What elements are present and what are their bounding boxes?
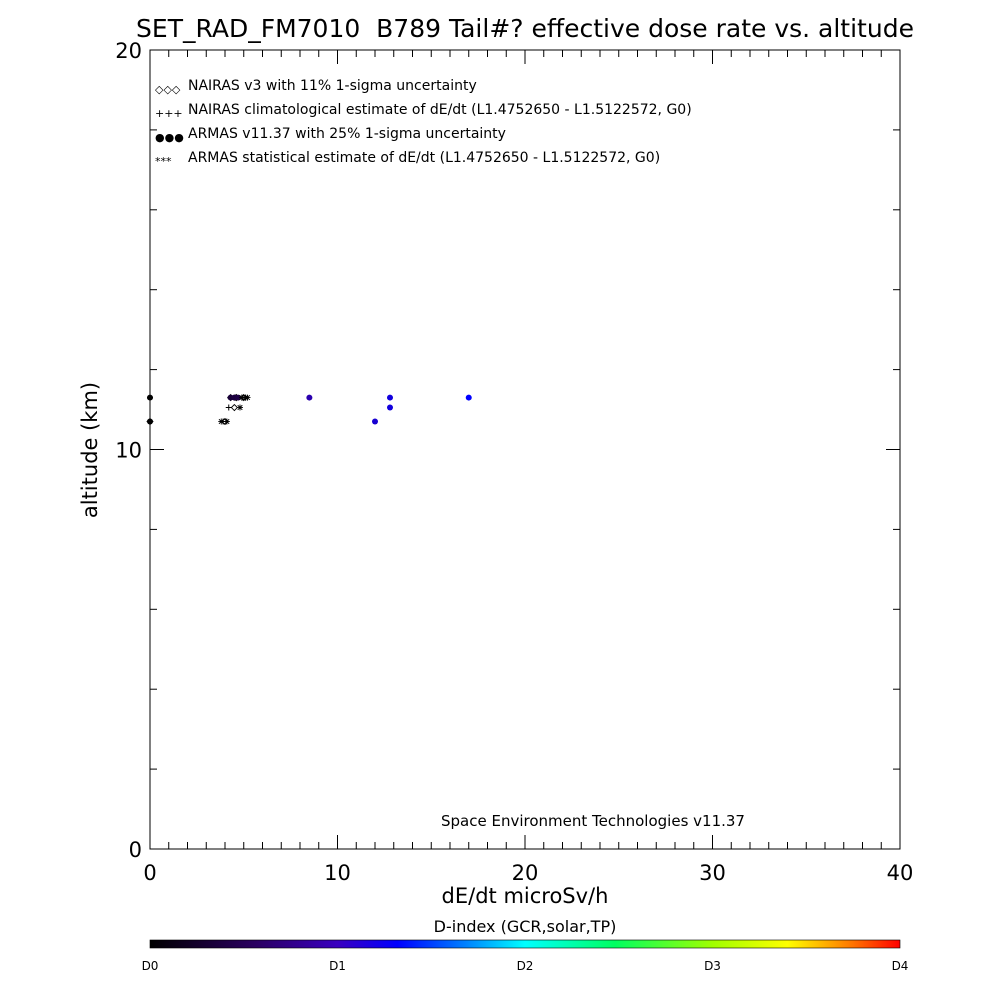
data-point-asterisk bbox=[237, 404, 243, 411]
y-tick-label: 20 bbox=[115, 39, 142, 63]
series-dot bbox=[147, 394, 472, 425]
y-tick-label: 10 bbox=[115, 439, 142, 463]
colorbar-label: D4 bbox=[892, 959, 909, 973]
legend-label: NAIRAS climatological estimate of dE/dt … bbox=[188, 102, 692, 118]
colorbar-label: D0 bbox=[142, 959, 159, 973]
legend-entry: ◇◇◇ NAIRAS v3 with 11% 1-sigma uncertaint… bbox=[155, 78, 477, 96]
data-point-diamond bbox=[230, 403, 239, 412]
legend-marker: +++ bbox=[155, 107, 183, 120]
colorbar-label: D2 bbox=[517, 959, 534, 973]
x-tick-label: 0 bbox=[143, 861, 156, 885]
x-tick-label: 30 bbox=[699, 861, 726, 885]
legend-marker: ●●● bbox=[155, 131, 184, 144]
colorbar-label: D3 bbox=[704, 959, 721, 973]
legend-entry: *** ARMAS statistical estimate of dE/dt (… bbox=[155, 150, 660, 168]
x-tick-label: 40 bbox=[887, 861, 914, 885]
legend-entry: ●●● ARMAS v11.37 with 25% 1-sigma uncerta… bbox=[155, 126, 506, 144]
data-point-asterisk bbox=[238, 394, 245, 401]
plot-frame bbox=[149, 49, 901, 850]
legend-label: ARMAS statistical estimate of dE/dt (L1.… bbox=[188, 150, 660, 166]
credit-annotation: Space Environment Technologies v11.37 bbox=[441, 812, 745, 830]
colorbar-label: D1 bbox=[329, 959, 346, 973]
colorbar bbox=[149, 939, 901, 949]
data-point-asterisk bbox=[244, 394, 251, 401]
data-point-dot bbox=[465, 394, 472, 401]
data-point-asterisk bbox=[218, 418, 225, 425]
legend-label: NAIRAS v3 with 11% 1-sigma uncertainty bbox=[188, 78, 477, 94]
data-point-plus bbox=[225, 404, 232, 411]
data-point-dot bbox=[235, 394, 242, 401]
x-axis-label: dE/dt microSv/h bbox=[442, 884, 609, 908]
data-marks bbox=[146, 393, 472, 426]
data-point-dot bbox=[306, 394, 313, 401]
x-tick-label: 10 bbox=[324, 861, 351, 885]
y-tick-label: 0 bbox=[129, 838, 142, 862]
legend-label: ARMAS v11.37 with 25% 1-sigma uncertaint… bbox=[188, 126, 506, 142]
legend: ◇◇◇ NAIRAS v3 with 11% 1-sigma uncertaint… bbox=[155, 78, 692, 168]
axis-tick-labels: 0 10 20 30 40 0 10 20 bbox=[115, 39, 913, 885]
colorbar-labels: D0 D1 D2 D3 D4 bbox=[142, 959, 909, 973]
data-point-dot bbox=[387, 394, 393, 401]
data-point-asterisk bbox=[223, 418, 230, 425]
data-point-dot bbox=[147, 394, 153, 401]
chart-title: SET_RAD_FM7010 B789 Tail#? effective dos… bbox=[136, 14, 914, 43]
data-point-dot bbox=[387, 404, 393, 411]
legend-entry: +++ NAIRAS climatological estimate of dE/… bbox=[155, 102, 692, 120]
series-asterisk bbox=[218, 394, 251, 425]
legend-marker: ◇◇◇ bbox=[155, 83, 181, 96]
legend-marker: *** bbox=[155, 155, 172, 168]
data-point-dot bbox=[147, 418, 153, 425]
axis-ticks bbox=[149, 49, 901, 850]
data-point-dot bbox=[372, 418, 378, 425]
x-tick-label: 20 bbox=[512, 861, 539, 885]
colorbar-title: D-index (GCR,solar,TP) bbox=[434, 917, 617, 936]
y-axis-label: altitude (km) bbox=[78, 382, 102, 518]
